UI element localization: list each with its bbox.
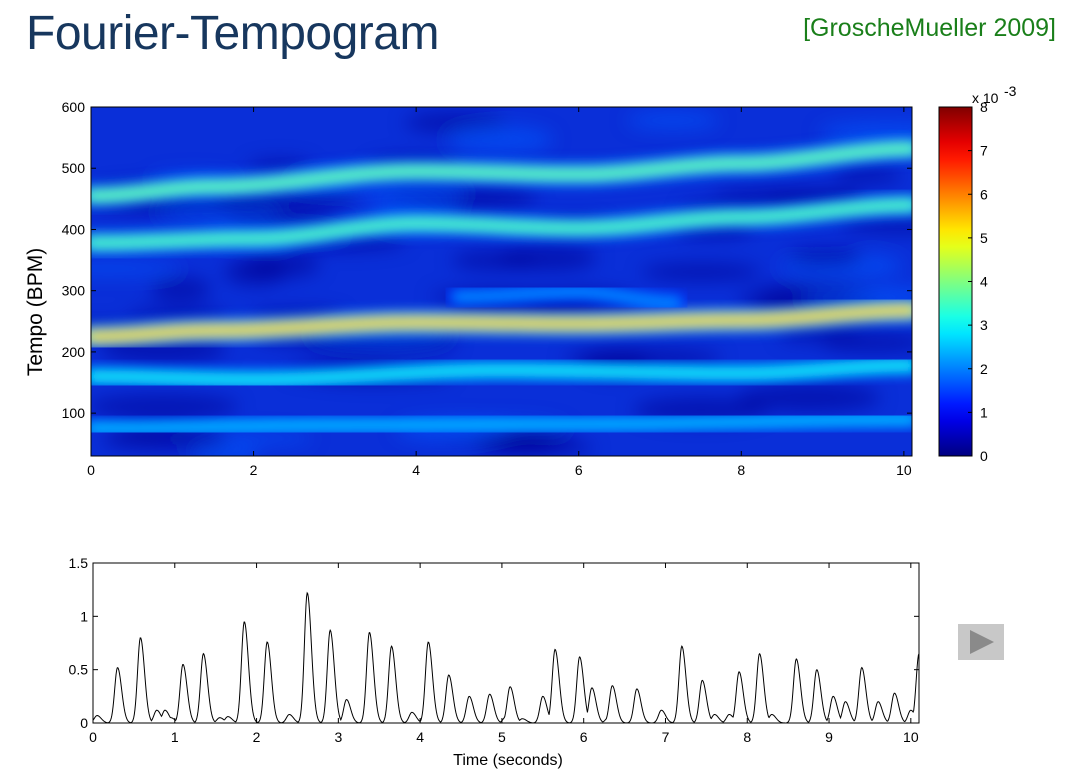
colorbar-tick-label: 7 <box>980 143 988 159</box>
tempo-band <box>445 280 688 314</box>
onset-xlabel: Time (seconds) <box>453 752 563 769</box>
tempogram-ytick-label: 300 <box>62 283 86 299</box>
play-icon <box>970 630 994 654</box>
onset-xtick-label: 5 <box>498 729 506 745</box>
tempogram-ytick-label: 100 <box>62 405 86 421</box>
tempogram-texture <box>191 446 261 456</box>
tempo-band-layer <box>91 363 912 382</box>
onset-xtick-label: 3 <box>334 729 342 745</box>
tempogram-xtick-label: 10 <box>896 462 912 478</box>
onset-xtick-label: 0 <box>89 729 97 745</box>
colorbar-tick-label: 5 <box>980 230 988 246</box>
colorbar-tick-label: 0 <box>980 448 988 464</box>
onset-xtick-label: 4 <box>416 729 424 745</box>
tempogram-xtick-label: 0 <box>87 462 95 478</box>
tempogram-texture <box>357 184 468 204</box>
colorbar-exponent: -3 <box>1004 83 1017 99</box>
onset-curve <box>93 591 919 723</box>
onset-ytick-label: 0 <box>80 715 88 731</box>
tempogram-texture <box>224 258 287 286</box>
tempogram-texture <box>91 261 181 276</box>
tempogram-texture <box>447 126 554 154</box>
tempogram-texture <box>626 111 720 130</box>
tempogram-texture <box>247 159 312 173</box>
onset-xtick-label: 2 <box>253 729 261 745</box>
onset-ytick-label: 0.5 <box>69 662 89 678</box>
tempogram-texture <box>640 262 762 282</box>
tempogram-texture <box>498 245 598 271</box>
play-button[interactable] <box>958 624 1004 660</box>
colorbar-exponent-label: x 10 <box>972 90 999 106</box>
tempogram-plot: 0 2 4 6 8 10 100 200 300 400 500 600 Tempo (BPM) <box>24 99 913 478</box>
onset-xtick-label: 10 <box>903 729 919 745</box>
tempogram-texture <box>840 218 912 234</box>
tempogram-ytick-label: 400 <box>62 221 86 237</box>
tempo-band <box>91 194 912 254</box>
tempogram-texture <box>150 277 211 302</box>
tempo-band <box>91 137 912 207</box>
tempo-band-layer <box>91 203 912 245</box>
colorbar-tick-label: 2 <box>980 361 988 377</box>
tempogram-texture <box>786 247 864 268</box>
tempogram-texture <box>833 168 902 184</box>
onset-plot: 0 1 2 3 4 5 6 7 8 9 10 0 0.5 1 1.5 Time (seconds) <box>69 555 920 769</box>
tempogram-ylabel: Tempo (BPM) <box>24 248 47 376</box>
citation: [GroscheMueller 2009] <box>803 14 1056 42</box>
onset-frame <box>92 562 920 724</box>
colorbar-tick-label: 1 <box>980 404 988 420</box>
slide-title: Fourier-Tempogram <box>26 7 439 60</box>
tempogram-texture <box>91 394 239 419</box>
tempogram-xtick-label: 6 <box>575 462 583 478</box>
tempogram-xtick-label: 4 <box>412 462 420 478</box>
tempogram-texture <box>736 383 881 412</box>
tempogram-ytick-label: 500 <box>62 160 86 176</box>
colorbar-tick-label: 4 <box>980 274 988 290</box>
tempo-band-layer <box>454 289 679 305</box>
colorbar-tick-label: 3 <box>980 317 988 333</box>
tempogram-xtick-label: 8 <box>737 462 745 478</box>
onset-ytick-label: 1 <box>80 608 88 624</box>
tempogram-frame <box>90 106 913 457</box>
tempo-band-layer <box>91 146 912 198</box>
onset-xtick-label: 1 <box>171 729 179 745</box>
onset-xtick-label: 7 <box>662 729 670 745</box>
colorbar-tick-label: 6 <box>980 186 988 202</box>
onset-xtick-label: 9 <box>825 729 833 745</box>
tempogram-texture <box>778 329 863 343</box>
tempogram-texture <box>818 121 912 144</box>
colorbar-tick-label: 8 <box>980 99 988 115</box>
colorbar: 0 1 2 3 4 5 6 7 8 x 10 -3 <box>938 83 1017 464</box>
tempo-band-layer <box>91 417 912 431</box>
onset-xtick-label: 8 <box>743 729 751 745</box>
colorbar-gradient <box>938 106 973 457</box>
onset-ytick-label: 1.5 <box>69 555 89 571</box>
tempogram-xtick-label: 2 <box>250 462 258 478</box>
tempogram-ytick-label: 600 <box>62 99 86 115</box>
onset-xtick-label: 6 <box>580 729 588 745</box>
tempogram-texture <box>711 187 864 201</box>
tempo-band <box>91 408 912 440</box>
tempo-band <box>91 299 912 348</box>
tempo-band <box>91 354 912 391</box>
tempogram-ytick-label: 200 <box>62 344 86 360</box>
tempo-band-layer <box>91 308 912 339</box>
tempogram-texture <box>127 308 227 322</box>
